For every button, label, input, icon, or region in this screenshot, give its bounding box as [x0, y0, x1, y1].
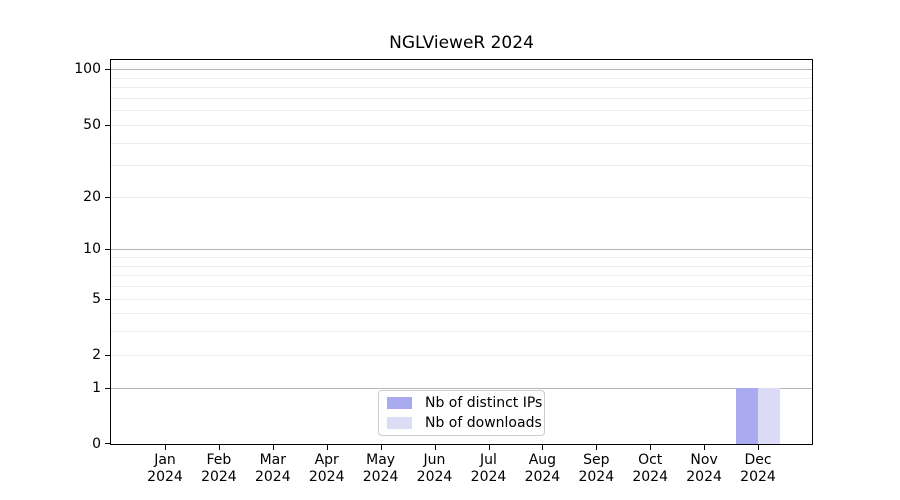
x-axis-tick [326, 444, 328, 450]
x-axis-tick [380, 444, 382, 450]
x-tick-month: Nov [690, 452, 718, 468]
y-tick-label: 5 [92, 290, 101, 307]
legend-label-distinct-ips: Nb of distinct IPs [425, 394, 543, 411]
x-tick-year: 2024 [416, 468, 453, 485]
x-axis-tick [704, 444, 706, 450]
legend: Nb of distinct IPs Nb of downloads [378, 390, 545, 436]
y-tick-label: 10 [83, 241, 101, 258]
y-tick-label: 100 [74, 61, 101, 78]
major-gridline [111, 69, 812, 71]
bar-downloads [758, 387, 780, 444]
x-axis-tick [650, 444, 652, 450]
x-tick-month: Apr [314, 452, 339, 468]
y-tick-label: 0 [92, 436, 101, 452]
x-tick-month: Feb [206, 452, 232, 468]
legend-entry-distinct-ips: Nb of distinct IPs [387, 395, 542, 411]
y-axis-tick [105, 124, 111, 126]
legend-swatch-downloads [387, 417, 412, 429]
x-tick-year: 2024 [308, 468, 345, 485]
minor-gridline [111, 265, 812, 267]
minor-gridline [111, 165, 812, 167]
minor-gridline [111, 257, 812, 258]
x-tick-label: Aug 2024 [525, 452, 561, 485]
x-tick-month: Oct [638, 452, 663, 468]
x-tick-label: Jan 2024 [147, 452, 183, 485]
bar-distinct-ips [736, 387, 758, 444]
y-tick-label: 20 [83, 188, 101, 205]
minor-gridline [111, 354, 812, 356]
x-tick-year: 2024 [201, 468, 237, 485]
y-tick-label: 50 [83, 116, 101, 133]
x-tick-label: Mar 2024 [255, 452, 291, 485]
minor-gridline [111, 77, 812, 79]
legend-label-downloads: Nb of downloads [425, 414, 542, 431]
major-gridline [111, 249, 812, 251]
x-tick-label: Sep 2024 [578, 452, 614, 485]
x-tick-month: Mar [259, 452, 287, 468]
x-tick-label: Nov 2024 [686, 452, 722, 485]
x-tick-year: 2024 [362, 468, 399, 485]
minor-gridline [111, 97, 812, 99]
x-tick-label: Oct 2024 [632, 452, 668, 485]
x-tick-month: May [366, 452, 396, 468]
minor-gridline [111, 196, 812, 198]
y-tick-label: 1 [92, 379, 101, 396]
x-axis-tick [165, 444, 166, 450]
x-tick-year: 2024 [524, 468, 561, 485]
x-tick-month: Jul [480, 452, 497, 468]
y-axis-tick [105, 249, 111, 251]
x-tick-month: Dec [744, 452, 772, 468]
x-axis-tick [272, 444, 274, 450]
x-tick-year: 2024 [632, 468, 669, 485]
x-axis-tick [488, 444, 490, 450]
x-tick-year: 2024 [578, 468, 615, 485]
minor-gridline [111, 110, 812, 112]
y-axis-tick [105, 387, 111, 389]
minor-gridline [111, 87, 812, 89]
y-axis-tick [105, 298, 111, 300]
x-axis-tick [596, 444, 598, 450]
x-tick-label: Dec 2024 [740, 452, 776, 485]
x-tick-month: Aug [528, 452, 557, 468]
major-gridline [111, 387, 812, 389]
y-axis-tick [105, 69, 111, 71]
x-tick-month: Jan [154, 452, 176, 468]
y-tick-label: 2 [92, 346, 101, 363]
x-axis-tick [542, 444, 544, 450]
minor-gridline [111, 313, 812, 315]
x-tick-label: Apr 2024 [309, 452, 345, 485]
x-tick-month: Jun [423, 452, 446, 468]
x-axis-tick [218, 444, 220, 450]
x-axis-tick [758, 444, 759, 450]
minor-gridline [111, 124, 812, 126]
x-axis-tick [434, 444, 436, 450]
x-tick-label: May 2024 [363, 452, 399, 485]
x-tick-month: Sep [583, 452, 610, 468]
x-tick-year: 2024 [470, 468, 507, 485]
minor-gridline [111, 142, 812, 144]
minor-gridline [111, 331, 812, 333]
x-tick-label: Jul 2024 [471, 452, 507, 485]
x-tick-year: 2024 [254, 468, 291, 485]
x-tick-label: Jun 2024 [417, 452, 453, 485]
minor-gridline [111, 298, 812, 300]
plot-area: Dec 2024 Nov 2024 Oct 2024 Sep 2024 Aug 2024 Jul 20… [74, 59, 813, 485]
legend-swatch-distinct-ips [387, 397, 412, 409]
y-axis-tick [105, 443, 111, 444]
x-tick-year: 2024 [740, 468, 776, 485]
minor-gridline [111, 275, 812, 277]
legend-entry-downloads: Nb of downloads [387, 415, 542, 431]
chart-title: NGLVieweR 2024 [389, 33, 534, 53]
x-tick-label: Feb 2024 [201, 452, 237, 485]
x-tick-year: 2024 [686, 468, 722, 485]
y-axis-tick [105, 196, 111, 198]
y-axis-tick [105, 354, 111, 356]
x-tick-year: 2024 [147, 468, 183, 485]
minor-gridline [111, 286, 812, 287]
